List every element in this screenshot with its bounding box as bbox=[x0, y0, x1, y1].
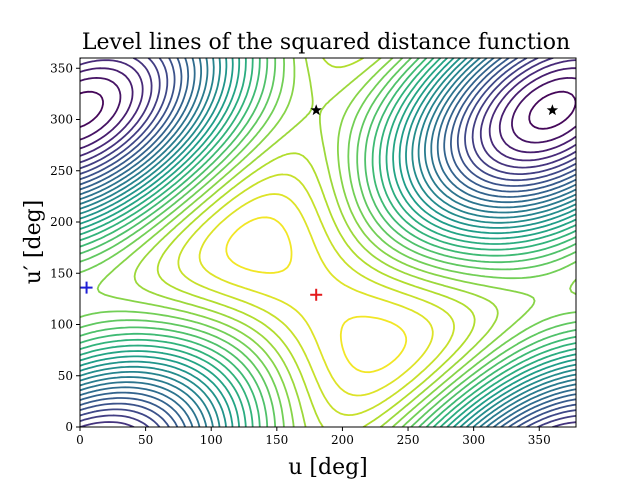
contour-level-line bbox=[96, 58, 576, 427]
contour-level-line bbox=[80, 58, 576, 427]
contour-level-line bbox=[80, 58, 576, 427]
y-tick-label: 100 bbox=[50, 318, 73, 332]
contour-level-line bbox=[80, 59, 576, 162]
x-tick-label: 300 bbox=[462, 433, 485, 447]
y-tick-label: 200 bbox=[50, 215, 73, 229]
contour-level-line bbox=[80, 58, 576, 427]
contour-level-line bbox=[80, 58, 576, 427]
contour-level-line bbox=[80, 58, 576, 427]
contour-level-line bbox=[80, 58, 576, 427]
x-axis-label: u [deg] bbox=[288, 455, 368, 480]
contour-level-line bbox=[80, 58, 576, 427]
contour-level-line bbox=[80, 58, 576, 427]
x-tick-label: 100 bbox=[200, 433, 223, 447]
y-tick-label: 300 bbox=[50, 113, 73, 127]
contour-level-line bbox=[80, 58, 576, 427]
contour-level-line bbox=[80, 77, 576, 144]
contour-level-line bbox=[80, 58, 576, 427]
plus-marker bbox=[80, 281, 93, 294]
contour-level-line bbox=[80, 58, 576, 427]
contour-level-line bbox=[225, 216, 408, 374]
y-tick-label: 350 bbox=[50, 61, 73, 75]
contour-level-line bbox=[80, 58, 576, 427]
y-axis-label: u′ [deg] bbox=[21, 200, 46, 285]
x-tick-label: 0 bbox=[76, 433, 84, 447]
star-marker bbox=[546, 104, 559, 116]
marker-layer bbox=[80, 104, 559, 301]
contour-level-line bbox=[80, 58, 576, 427]
contour-level-line bbox=[198, 193, 434, 397]
contour-layer bbox=[80, 58, 576, 427]
contour-level-line bbox=[177, 173, 455, 416]
contour-level-line bbox=[80, 58, 576, 427]
x-tick-label: 150 bbox=[265, 433, 288, 447]
y-tick-label: 150 bbox=[50, 266, 73, 280]
contour-level-line bbox=[156, 58, 476, 427]
chart-title: Level lines of the squared distance func… bbox=[82, 30, 570, 55]
contour-level-line bbox=[80, 58, 576, 427]
plot-frame bbox=[79, 57, 577, 428]
star-marker bbox=[310, 104, 322, 116]
x-tick-label: 50 bbox=[138, 433, 153, 447]
x-tick-label: 250 bbox=[397, 433, 420, 447]
contour-level-line bbox=[80, 67, 576, 154]
contour-level-line bbox=[80, 90, 576, 130]
y-axis: 0 50 100 150 200 250 300 350 bbox=[50, 61, 80, 434]
y-tick-label: 0 bbox=[65, 420, 73, 434]
y-tick-label: 250 bbox=[50, 164, 73, 178]
x-axis: 0 50 100 150 200 250 300 350 bbox=[76, 427, 551, 447]
contour-level-line bbox=[80, 58, 576, 427]
contour-level-line bbox=[133, 58, 499, 427]
x-tick-label: 200 bbox=[331, 433, 354, 447]
y-tick-label: 50 bbox=[58, 369, 73, 383]
plus-marker bbox=[310, 288, 323, 301]
contour-level-line bbox=[80, 58, 576, 427]
x-tick-label: 350 bbox=[528, 433, 551, 447]
contour-level-line bbox=[80, 58, 576, 427]
contour-level-line bbox=[80, 58, 576, 427]
contour-level-line bbox=[80, 58, 576, 427]
